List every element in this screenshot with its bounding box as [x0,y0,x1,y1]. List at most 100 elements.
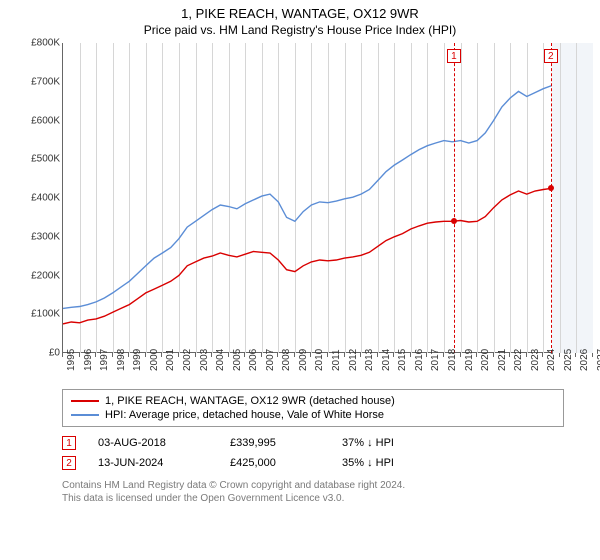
chart-area: 12 £0£100K£200K£300K£400K£500K£600K£700K… [36,43,596,383]
legend-label: 1, PIKE REACH, WANTAGE, OX12 9WR (detach… [105,395,395,407]
y-axis-label: £0 [49,348,60,359]
legend-label: HPI: Average price, detached house, Vale… [105,409,384,421]
x-axis-label: 2002 [182,349,193,371]
x-tick [476,353,477,357]
chart-title: 1, PIKE REACH, WANTAGE, OX12 9WR [0,0,600,21]
x-tick [592,353,593,357]
legend-swatch [71,400,99,402]
x-tick [393,353,394,357]
x-tick [542,353,543,357]
y-axis-label: £800K [31,38,60,49]
x-axis-label: 2017 [430,349,441,371]
x-tick [79,353,80,357]
y-axis-label: £300K [31,231,60,242]
x-tick [526,353,527,357]
x-tick [575,353,576,357]
transaction-row: 1 03-AUG-2018 £339,995 37% ↓ HPI [62,433,564,453]
x-tick [426,353,427,357]
series-line [63,86,552,309]
y-axis-label: £400K [31,193,60,204]
legend: 1, PIKE REACH, WANTAGE, OX12 9WR (detach… [62,389,564,427]
x-axis-label: 2018 [447,349,458,371]
x-axis-label: 2013 [364,349,375,371]
x-tick [261,353,262,357]
x-axis-label: 1999 [132,349,143,371]
x-axis-label: 2024 [546,349,557,371]
x-tick [112,353,113,357]
marker-line [454,43,455,353]
footnote-line: This data is licensed under the Open Gov… [62,492,564,505]
x-tick [161,353,162,357]
x-tick [211,353,212,357]
x-axis-label: 2007 [265,349,276,371]
x-axis-label: 2019 [464,349,475,371]
marker-dot [548,185,554,191]
y-axis-label: £700K [31,76,60,87]
transaction-price: £425,000 [230,457,320,469]
x-axis-label: 2026 [579,349,590,371]
x-axis-label: 2023 [530,349,541,371]
transaction-marker: 1 [62,436,76,450]
x-tick [244,353,245,357]
x-axis-label: 2015 [397,349,408,371]
x-tick [95,353,96,357]
transaction-hpi: 35% ↓ HPI [342,457,432,469]
x-tick [294,353,295,357]
x-axis-label: 1996 [83,349,94,371]
x-tick [145,353,146,357]
x-axis-label: 1995 [66,349,77,371]
x-tick [128,353,129,357]
x-tick [228,353,229,357]
transaction-price: £339,995 [230,437,320,449]
x-tick [443,353,444,357]
x-axis-label: 2000 [149,349,160,371]
x-axis-label: 2025 [563,349,574,371]
x-tick [509,353,510,357]
x-axis-label: 2003 [199,349,210,371]
x-axis-label: 1997 [99,349,110,371]
x-tick [62,353,63,357]
x-axis-label: 2014 [381,349,392,371]
x-tick [460,353,461,357]
x-tick [410,353,411,357]
x-tick [195,353,196,357]
transaction-row: 2 13-JUN-2024 £425,000 35% ↓ HPI [62,453,564,473]
x-axis-label: 2020 [480,349,491,371]
marker-line [551,43,552,353]
x-axis-label: 2001 [165,349,176,371]
plot: 12 [62,43,592,353]
marker-dot [451,218,457,224]
x-axis-label: 2008 [281,349,292,371]
x-axis-label: 2016 [414,349,425,371]
x-tick [310,353,311,357]
x-axis-label: 2022 [513,349,524,371]
footnote-line: Contains HM Land Registry data © Crown c… [62,479,564,492]
x-tick [493,353,494,357]
x-tick [178,353,179,357]
x-axis-label: 2005 [232,349,243,371]
transaction-date: 03-AUG-2018 [98,437,208,449]
legend-item: 1, PIKE REACH, WANTAGE, OX12 9WR (detach… [71,394,555,408]
transaction-table: 1 03-AUG-2018 £339,995 37% ↓ HPI 2 13-JUN-202… [62,433,564,473]
legend-item: HPI: Average price, detached house, Vale… [71,408,555,422]
x-axis-label: 2021 [497,349,508,371]
marker-label: 1 [447,49,461,63]
transaction-marker: 2 [62,456,76,470]
transaction-date: 13-JUN-2024 [98,457,208,469]
x-axis-label: 2011 [331,349,342,371]
x-axis-label: 2027 [596,349,600,371]
transaction-hpi: 37% ↓ HPI [342,437,432,449]
x-axis-label: 1998 [116,349,127,371]
y-axis-label: £500K [31,154,60,165]
legend-swatch [71,414,99,416]
x-axis-label: 2006 [248,349,259,371]
x-tick [327,353,328,357]
marker-label: 2 [544,49,558,63]
x-tick [377,353,378,357]
x-axis-label: 2009 [298,349,309,371]
x-axis-label: 2004 [215,349,226,371]
y-axis-label: £100K [31,309,60,320]
y-axis-label: £200K [31,270,60,281]
x-tick [360,353,361,357]
line-svg [63,43,593,353]
